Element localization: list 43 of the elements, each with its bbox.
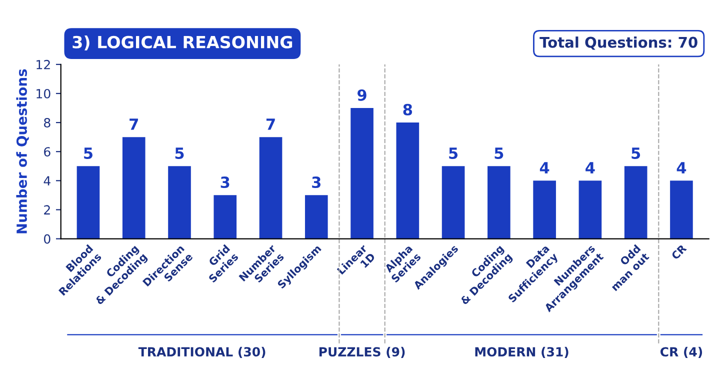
bar [259, 137, 282, 239]
data-label: 9 [358, 89, 366, 101]
y-axis-title: Number of Questions [16, 69, 29, 234]
text: PUZZLES (9) [319, 346, 405, 358]
data-label: 4 [586, 162, 595, 174]
x-tick-label: CR [670, 244, 688, 260]
bar [624, 166, 648, 239]
bar [396, 122, 420, 239]
bar [76, 166, 100, 239]
data-label: 5 [84, 148, 92, 159]
data-label: 7 [266, 118, 275, 130]
bar [670, 180, 693, 239]
chart-title: 3) LOGICAL REASONING [72, 36, 292, 50]
y-tick-label: 6 [44, 147, 50, 157]
bar [442, 166, 465, 239]
bar [533, 180, 556, 239]
text: Total Questions: 70 [540, 36, 698, 50]
y-tick-label: 4 [44, 176, 50, 186]
data-label: 3 [312, 176, 320, 188]
data-label: 4 [676, 162, 686, 174]
data-label: 5 [175, 148, 184, 159]
bar [214, 195, 237, 239]
bar [578, 180, 602, 239]
y-tick-label: 12 [36, 60, 50, 70]
y-tick-label: 10 [36, 88, 50, 98]
data-label: 5 [449, 148, 458, 159]
data-label: 4 [540, 162, 550, 174]
text: CR (4) [660, 346, 702, 358]
y-tick-label: 2 [44, 205, 50, 214]
bar [350, 108, 374, 239]
y-tick-label: 0 [44, 234, 50, 244]
bar [122, 137, 146, 239]
data-label: 3 [220, 176, 230, 188]
bar [304, 195, 328, 239]
text: MODERN (31) [475, 346, 568, 358]
data-label: 5 [632, 148, 640, 159]
bar [488, 166, 510, 239]
y-tick-label: 8 [44, 118, 50, 128]
text: TRADITIONAL (30) [138, 346, 266, 358]
data-label: 8 [403, 104, 412, 116]
data-label: 7 [130, 118, 138, 130]
bar [168, 166, 191, 239]
data-label: 5 [494, 148, 504, 159]
